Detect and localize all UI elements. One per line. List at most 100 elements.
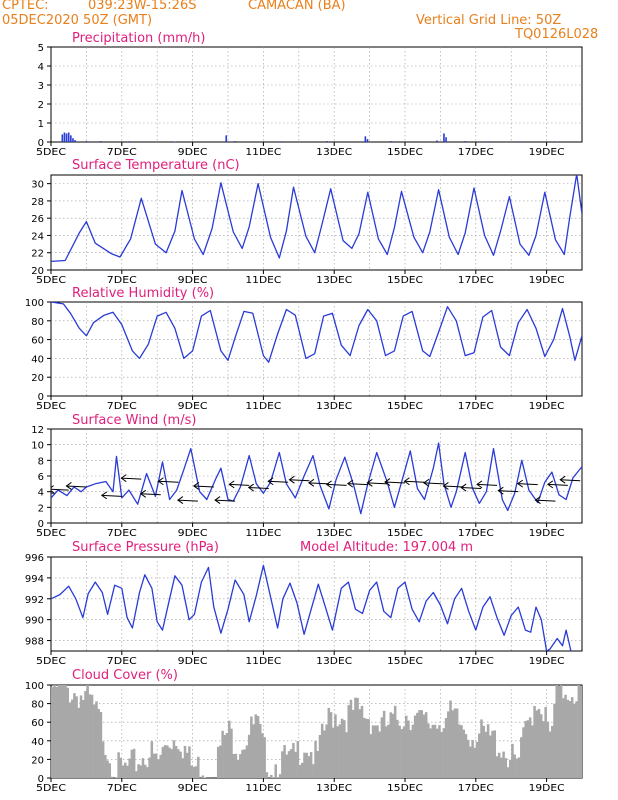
y-tick-label: 60	[31, 336, 44, 347]
cloud-bar	[236, 759, 240, 778]
cloud-bar	[493, 730, 497, 778]
panel-title: Surface Wind (m/s)	[72, 413, 196, 428]
cloud-bar	[542, 721, 545, 778]
cloud-bar	[110, 776, 114, 778]
cloud-bar	[340, 718, 344, 778]
cloud-bar	[190, 765, 193, 778]
y-tick-label: 994	[25, 574, 44, 585]
cloud-bar	[533, 705, 536, 778]
cloud-bar	[81, 700, 85, 778]
cloud-bar	[334, 714, 337, 778]
cloud-bar	[336, 726, 339, 778]
x-tick-label: 11DEC	[245, 528, 281, 539]
y-tick-label: 996	[25, 553, 44, 564]
cloud-bar	[407, 720, 410, 778]
cloud-bar	[577, 685, 581, 778]
cloud-bar	[418, 710, 421, 778]
header-model-id: TQ0126L028	[515, 27, 599, 42]
cloud-bar	[216, 746, 220, 778]
cloud-bar	[265, 772, 269, 778]
x-tick-label: 7DEC	[107, 656, 137, 667]
precip-bar	[326, 141, 328, 142]
cloud-bar	[484, 731, 488, 778]
cloud-bar	[345, 732, 348, 778]
cloud-bar	[312, 764, 315, 778]
x-tick-label: 5DEC	[36, 783, 66, 794]
wind-arrow	[403, 477, 425, 486]
cloud-bar	[391, 713, 395, 778]
cloud-bar	[221, 730, 224, 778]
cloud-bar	[473, 747, 477, 778]
x-tick-label: 9DEC	[178, 401, 208, 412]
cloud-bar	[192, 766, 196, 778]
cloud-bar	[289, 749, 293, 778]
y-tick-label: 100	[25, 298, 44, 309]
series-line-surface-wind-m-s	[51, 442, 582, 515]
cloud-bar	[168, 747, 171, 778]
cloud-bar	[453, 708, 457, 778]
wind-arrow	[157, 477, 179, 486]
cloud-bar	[338, 724, 342, 778]
precip-bar	[443, 133, 445, 142]
cloud-bar	[478, 733, 481, 778]
cloud-bar	[323, 730, 326, 778]
y-tick-label: 10	[31, 441, 44, 452]
cloud-bar	[544, 707, 547, 778]
cloud-bar	[283, 745, 286, 778]
cloud-bar	[347, 705, 350, 778]
wind-arrow	[288, 475, 310, 484]
cloud-bar	[435, 728, 439, 778]
cloud-bar	[281, 751, 284, 778]
cloud-bar	[396, 719, 399, 778]
x-tick-label: 9DEC	[178, 528, 208, 539]
y-tick-label: 0	[38, 519, 44, 530]
cloud-bar	[537, 708, 541, 778]
precip-bar	[85, 141, 88, 142]
cloud-bar	[413, 715, 417, 778]
y-tick-label: 20	[31, 266, 44, 277]
x-tick-label: 19DEC	[529, 783, 565, 794]
cloud-bar	[431, 724, 435, 778]
cloud-bar	[424, 712, 428, 778]
precip-bar	[436, 140, 438, 142]
cloud-bar	[546, 721, 550, 778]
x-tick-label: 7DEC	[107, 275, 137, 286]
cloud-bar	[398, 725, 401, 778]
cloud-bar	[376, 725, 379, 778]
cloud-bar	[438, 725, 441, 778]
wind-arrow	[559, 475, 581, 484]
cloud-bar	[351, 709, 355, 778]
cloud-bar	[362, 717, 366, 778]
cloud-bar	[365, 718, 368, 778]
panel-title: Precipitation (mm/h)	[72, 31, 205, 46]
cloud-bar	[482, 725, 485, 778]
cloud-bar	[126, 765, 129, 778]
x-tick-label: 13DEC	[316, 401, 352, 412]
panel-surface-temperature-nc: 20 22 24 26 28 30 5DEC 7DEC 9DEC 11DEC 13DEC 15DEC 1…	[31, 158, 583, 286]
cloud-bar	[528, 717, 532, 778]
panel-title: Surface Temperature (nC)	[72, 158, 240, 173]
series-line-surface-temperature-nc	[51, 175, 582, 263]
y-tick-label: 20	[31, 373, 44, 384]
cloud-bar	[564, 694, 567, 778]
cloud-bar	[356, 697, 359, 778]
panel-precipitation-mm-h: 0 1 2 3 4 5 5DEC 7DEC 9DEC 11DEC 13DEC 15DEC 17DEC 19…	[36, 31, 583, 158]
panel-title: Cloud Cover (%)	[72, 668, 178, 683]
y-tick-label: 1	[38, 119, 44, 130]
cloud-bar	[447, 711, 450, 778]
cloud-bar	[570, 697, 574, 778]
precip-bar	[390, 141, 392, 142]
cloud-bar	[294, 751, 297, 778]
cloud-bar	[247, 734, 251, 778]
cloud-bar	[411, 724, 415, 778]
cloud-bar	[117, 752, 120, 778]
cloud-bar	[568, 701, 572, 778]
cloud-bar	[73, 693, 76, 778]
cloud-bar	[462, 729, 466, 778]
cloud-bar	[239, 754, 242, 778]
cloud-bar	[166, 745, 169, 778]
cloud-bar	[276, 777, 280, 778]
x-tick-label: 13DEC	[316, 528, 352, 539]
precip-bar	[445, 137, 447, 142]
cloud-bar	[90, 694, 94, 778]
